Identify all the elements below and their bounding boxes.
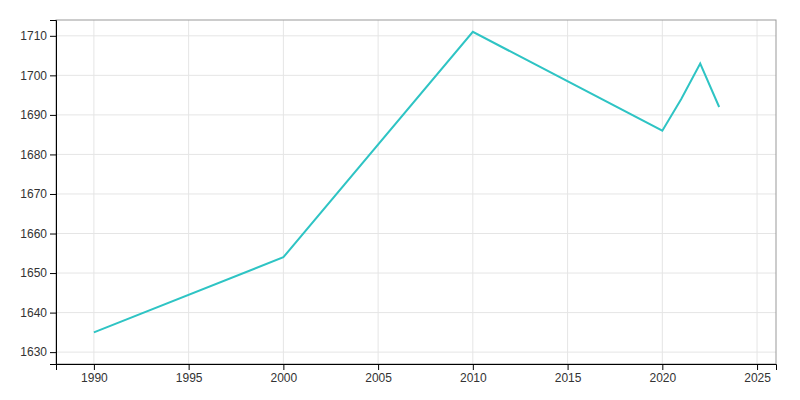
x-tick: 2010 [460,364,487,385]
y-tick-mark [50,36,56,37]
x-tick: 1995 [176,364,203,385]
y-tick-mark [50,352,56,353]
x-tick-label: 1995 [176,371,203,385]
x-axis-line [57,365,777,371]
chart: 1990 1995 2000 2005 2010 2015 2020 2025 1630 1640… [0,0,800,400]
y-tick: 1650 [20,266,56,280]
x-tick-label: 1990 [81,371,108,385]
y-tick-mark [50,234,56,235]
plot-frame [56,20,776,364]
y-axis: 1630 1640 1650 1660 1670 1680 1690 1700 1710 [20,21,56,365]
y-grid-line [56,75,776,76]
x-tick-mark [94,364,95,370]
x-tick-mark [189,364,190,370]
x-tick: 2015 [555,364,582,385]
y-tick-label: 1690 [20,108,47,122]
y-tick: 1660 [20,227,56,241]
x-tick: 2025 [744,364,771,385]
y-tick-label: 1650 [20,266,47,280]
marks [94,32,719,333]
y-tick-mark [50,273,56,274]
y-grid-line [56,35,776,36]
y-tick-label: 1670 [20,187,47,201]
y-tick-mark [50,194,56,195]
x-tick-mark [473,364,474,370]
y-grid-line [56,233,776,234]
y-tick: 1690 [20,108,56,122]
plot: 1990 1995 2000 2005 2010 2015 2020 2025 1630 1640… [20,20,776,385]
x-tick-mark [378,364,379,370]
x-tick-mark [568,364,569,370]
y-tick-label: 1700 [20,69,47,83]
line [94,32,719,333]
y-grid-line [56,352,776,353]
y-axis-line [50,21,57,365]
y-grid-line [56,193,776,194]
x-tick: 2005 [365,364,392,385]
grid [56,20,776,364]
x-tick-label: 2010 [460,371,487,385]
y-tick: 1670 [20,187,56,201]
y-tick: 1710 [20,29,56,43]
y-grid-line [56,273,776,274]
y-tick: 1640 [20,306,56,320]
y-tick-label: 1630 [20,345,47,359]
y-grid-line [56,312,776,313]
x-tick-label: 2005 [365,371,392,385]
y-tick-label: 1680 [20,148,47,162]
y-tick-mark [50,154,56,155]
x-tick-mark [283,364,284,370]
y-tick-label: 1660 [20,227,47,241]
x-tick: 1990 [81,364,108,385]
y-tick: 1680 [20,148,56,162]
x-tick-label: 2025 [744,371,771,385]
x-tick-label: 2000 [271,371,298,385]
x-tick-mark [757,364,758,370]
x-tick-label: 2015 [555,371,582,385]
y-grid-line [56,154,776,155]
y-tick-mark [50,313,56,314]
y-tick: 1700 [20,69,56,83]
y-tick-label: 1640 [20,306,47,320]
x-tick: 2000 [271,364,298,385]
x-tick: 2020 [649,364,676,385]
x-axis: 1990 1995 2000 2005 2010 2015 2020 2025 [57,364,777,385]
y-grid-line [56,114,776,115]
y-tick: 1630 [20,345,56,359]
x-tick-mark [662,364,663,370]
x-tick-label: 2020 [649,371,676,385]
y-tick-mark [50,115,56,116]
y-tick-label: 1710 [20,29,47,43]
y-tick-mark [50,75,56,76]
